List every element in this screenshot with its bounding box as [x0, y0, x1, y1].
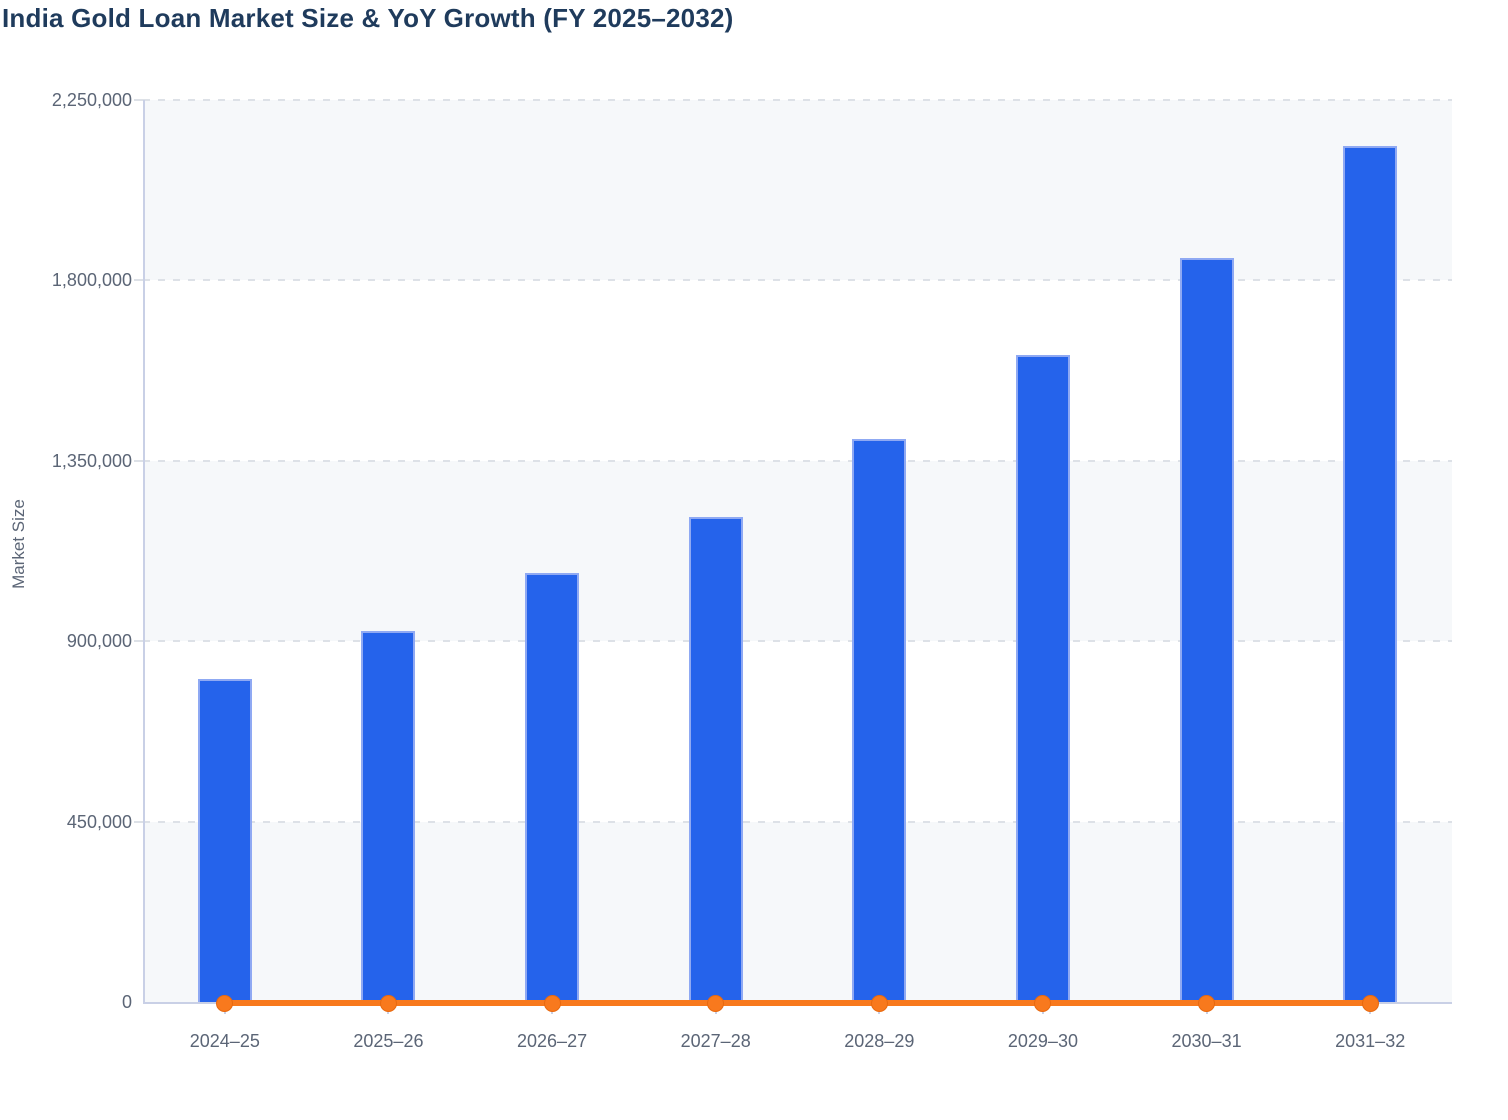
yoy-marker-2024–25[interactable]	[216, 994, 234, 1012]
x-tick-label: 2025–26	[353, 1031, 424, 1051]
y-axis-tick	[134, 820, 143, 823]
gridline	[143, 279, 1452, 282]
plot-band	[143, 460, 1452, 642]
bar-2027–28[interactable]	[688, 516, 743, 1002]
gridline	[143, 820, 1452, 823]
yoy-marker-2029–30[interactable]	[1034, 994, 1052, 1012]
yoy-marker-2027–28[interactable]	[707, 994, 725, 1012]
yoy-marker-2031–32[interactable]	[1361, 994, 1379, 1012]
x-tick-label: 2024–25	[189, 1031, 260, 1051]
x-tick-label: 2031–32	[1335, 1031, 1406, 1051]
y-tick-label: 900,000	[66, 631, 132, 652]
y-tick-label: 1,350,000	[51, 450, 132, 471]
y-axis-tick	[134, 640, 143, 643]
y-axis-tick	[134, 459, 143, 462]
yoy-marker-2025–26[interactable]	[379, 994, 397, 1012]
gridline	[143, 459, 1452, 462]
plot-band	[143, 100, 1452, 281]
y-axis-line	[143, 100, 145, 1004]
chart-title: India Gold Loan Market Size & YoY Growth…	[2, 3, 734, 33]
bar-2024–25[interactable]	[197, 679, 252, 1002]
bar-2026–27[interactable]	[525, 573, 580, 1002]
bar-2028–29[interactable]	[852, 438, 907, 1002]
y-tick-label: 1,800,000	[51, 270, 132, 291]
yoy-marker-2030–31[interactable]	[1198, 994, 1216, 1012]
yoy-marker-2028–29[interactable]	[870, 994, 888, 1012]
gridline	[143, 640, 1452, 643]
gridline	[143, 99, 1452, 101]
x-tick-label: 2028–29	[844, 1031, 915, 1051]
bar-2031–32[interactable]	[1343, 146, 1398, 1002]
y-axis-title: Market Size	[9, 499, 28, 589]
y-tick-label: 0	[121, 992, 132, 1012]
bar-2029–30[interactable]	[1015, 354, 1070, 1002]
x-tick-label: 2029–30	[1007, 1031, 1078, 1051]
x-tick-label: 2030–31	[1171, 1031, 1242, 1051]
bar-2025–26[interactable]	[361, 631, 416, 1002]
y-tick-label: 2,250,000	[51, 90, 132, 110]
x-tick-label: 2026–27	[517, 1031, 588, 1051]
y-axis-tick	[134, 99, 143, 101]
x-tick-label: 2027–28	[680, 1031, 751, 1051]
plot-band	[143, 821, 1452, 1002]
yoy-growth-line[interactable]	[224, 1000, 1371, 1006]
y-tick-label: 450,000	[66, 811, 132, 832]
y-axis-tick	[134, 279, 143, 282]
yoy-marker-2026–27[interactable]	[543, 994, 561, 1012]
bar-2030–31[interactable]	[1179, 258, 1234, 1002]
